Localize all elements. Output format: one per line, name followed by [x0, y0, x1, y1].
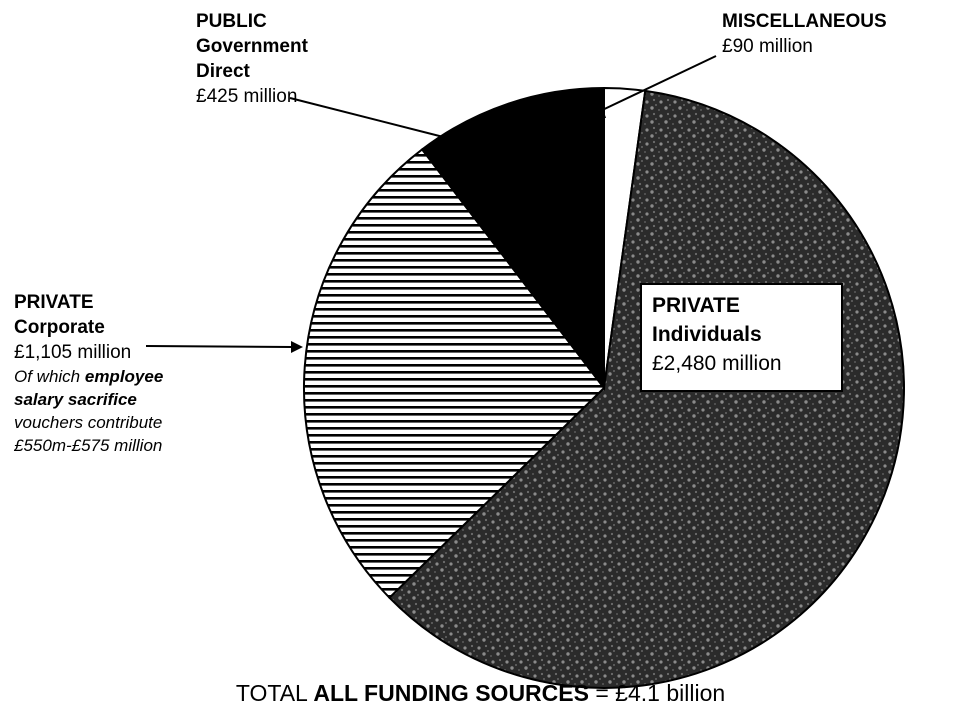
public-government-label: PUBLIC Government Direct £425 million: [196, 9, 308, 109]
public-arrow-head: [459, 135, 478, 149]
total-funding-caption: TOTAL ALL FUNDING SOURCES = £4.1 billion: [0, 678, 961, 708]
corporate-note-c: salary sacrifice: [14, 390, 137, 409]
corporate-note-a: Of which: [14, 367, 85, 386]
public-line2: Government: [196, 36, 308, 57]
public-arrow-line: [289, 97, 468, 144]
corporate-arrow-head: [291, 341, 303, 353]
pie-slice-public-government-direct: [420, 86, 605, 391]
public-value: £425 million: [196, 86, 298, 107]
individuals-line2: Individuals: [652, 323, 762, 346]
corporate-value: £1,105 million: [14, 342, 132, 363]
corporate-note-line1: Of which employee: [14, 365, 163, 388]
corporate-arrow-line: [145, 345, 293, 348]
public-line3: Direct: [196, 61, 250, 82]
corporate-note-e: £550m-£575 million: [14, 436, 163, 455]
corporate-line2: Corporate: [14, 317, 105, 338]
miscellaneous-label: MISCELLANEOUS £90 million: [722, 9, 887, 59]
misc-value: £90 million: [722, 36, 813, 57]
misc-line1: MISCELLANEOUS: [722, 11, 887, 32]
individuals-value: £2,480 million: [652, 352, 782, 375]
misc-arrow-head: [587, 106, 606, 118]
corporate-note-d: vouchers contribute: [14, 413, 163, 432]
pie-slice-private-corporate: [303, 148, 606, 600]
corporate-line1: PRIVATE: [14, 292, 94, 313]
misc-arrow-line: [595, 55, 717, 114]
private-individuals-label: PRIVATE Individuals £2,480 million: [640, 283, 843, 392]
total-bold: ALL FUNDING SOURCES: [313, 680, 589, 706]
public-line1: PUBLIC: [196, 11, 267, 32]
individuals-line1: PRIVATE: [652, 294, 740, 317]
total-prefix: TOTAL: [235, 680, 314, 706]
private-corporate-label: PRIVATE Corporate £1,105 million Of whic…: [14, 290, 163, 457]
corporate-note-b: employee: [84, 367, 164, 386]
total-suffix: = £4.1 billion: [588, 680, 726, 706]
